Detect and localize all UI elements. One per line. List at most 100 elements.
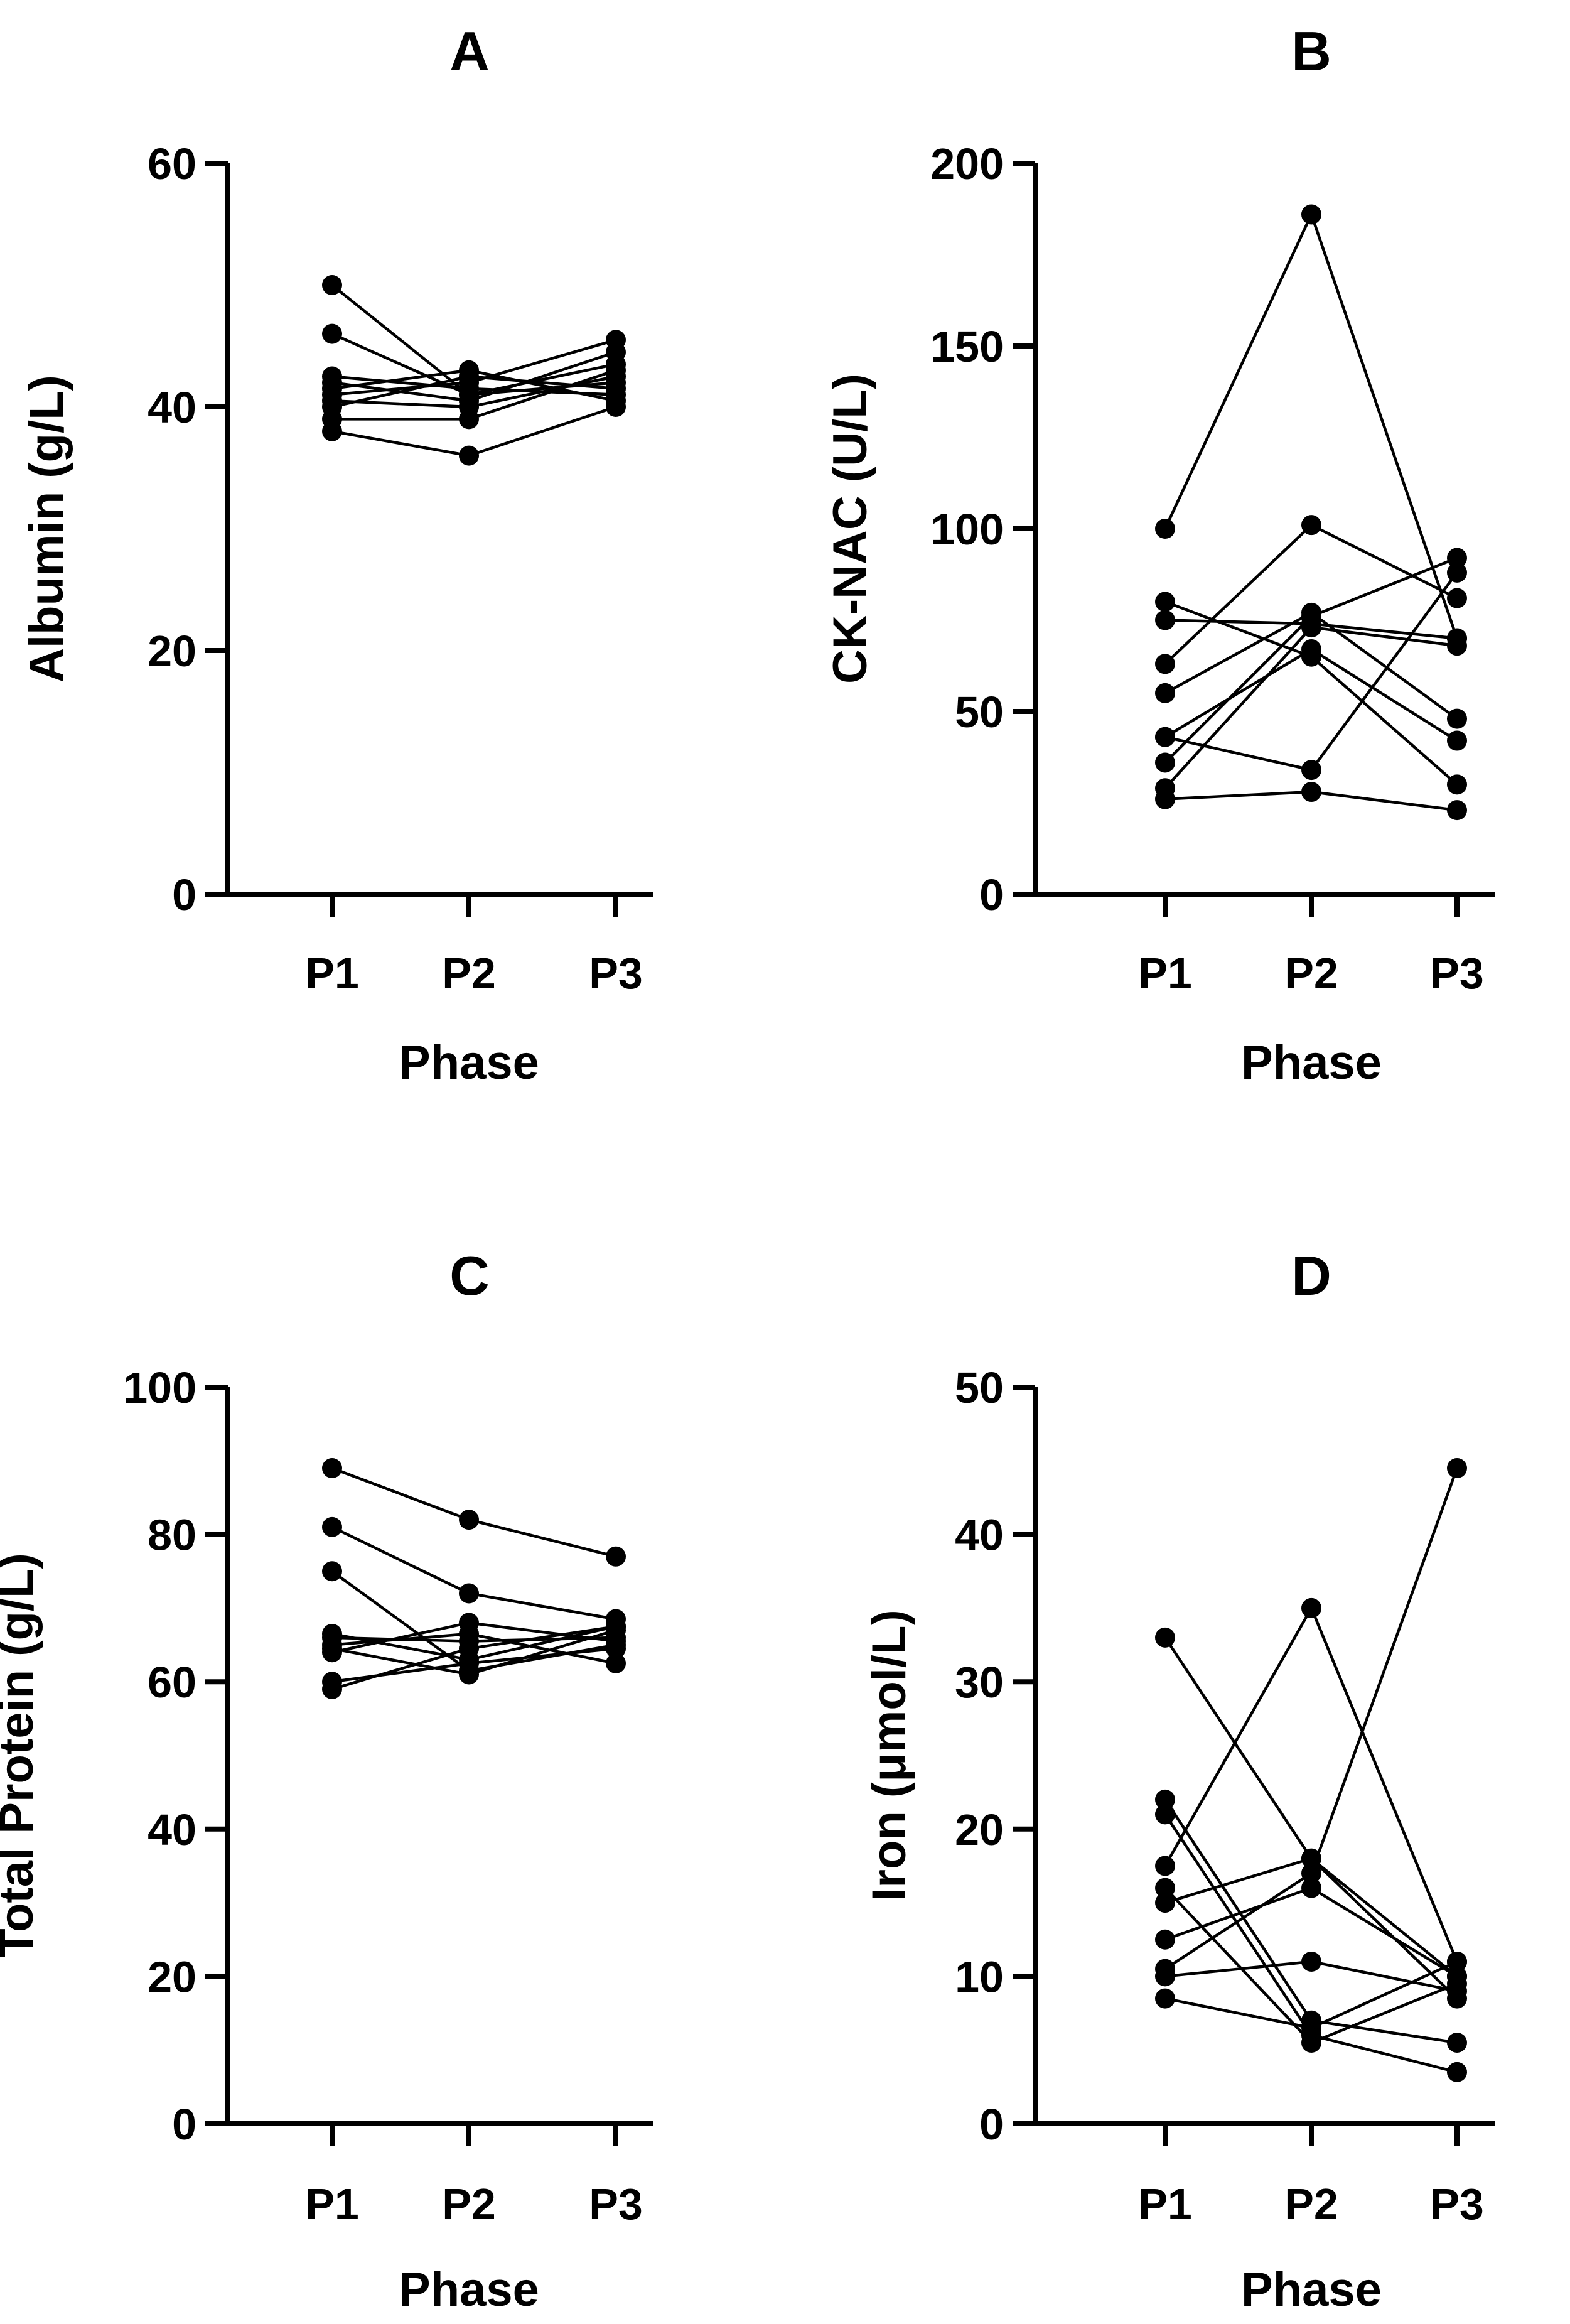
chart-panel-d: D 0 10 20 30 40 50 P1 P2 P3 Phase Iron (μmol/L) <box>863 1245 1495 2316</box>
data-point-d-2-p1 <box>1155 1789 1175 1810</box>
x-tick-label-b: P1 <box>1138 949 1192 998</box>
data-point-d-7-p3 <box>1447 1966 1467 1987</box>
data-point-c-10-p1 <box>322 1678 342 1699</box>
chart-panel-c: C 0 20 40 60 80 100 P1 P2 P3 Phase Total Protein (g… <box>0 1245 653 2316</box>
x-tick-label-b: P2 <box>1284 949 1338 998</box>
x-axis-title-b: Phase <box>1241 1036 1382 1089</box>
x-tick-label-d: P3 <box>1430 2180 1484 2229</box>
x-tick-label-a: P3 <box>589 949 643 998</box>
data-point-b-4-p3 <box>1447 588 1467 608</box>
data-point-b-1-p2 <box>1301 204 1321 225</box>
chart-panel-b: B 0 50 100 150 200 P1 P2 P3 Phase CK-NAC (U/L) <box>824 20 1495 1089</box>
y-tick-label-c: 0 <box>172 2100 196 2149</box>
data-point-c-9-p3 <box>606 1638 626 1659</box>
data-point-a-10-p1 <box>322 421 342 441</box>
data-point-d-5-p1 <box>1155 1878 1175 1898</box>
y-tick-label-d: 40 <box>955 1511 1004 1560</box>
data-point-a-2-p1 <box>322 323 342 344</box>
data-point-b-2-p1 <box>1155 592 1175 612</box>
y-tick-label-d: 50 <box>955 1363 1004 1412</box>
y-axis-title-a: Albumin (g/L) <box>20 375 73 683</box>
y-tick-label-a: 60 <box>148 139 196 188</box>
x-tick-label-d: P2 <box>1284 2180 1338 2229</box>
y-tick-label-c: 100 <box>123 1363 196 1412</box>
data-point-c-10-p2 <box>459 1638 479 1659</box>
data-point-c-3-p1 <box>322 1561 342 1582</box>
x-tick-label-c: P2 <box>442 2180 496 2229</box>
data-point-b-7-p1 <box>1155 727 1175 747</box>
data-point-d-10-p2 <box>1301 2018 1321 2038</box>
data-point-c-10-p3 <box>606 1616 626 1637</box>
data-point-c-8-p2 <box>459 1613 479 1633</box>
data-point-c-6-p3 <box>606 1653 626 1673</box>
data-point-d-4-p1 <box>1155 1856 1175 1876</box>
data-point-b-8-p3 <box>1447 548 1467 568</box>
data-point-b-9-p2 <box>1301 617 1321 638</box>
y-axis-title-c: Total Protein (g/L) <box>0 1553 43 1958</box>
data-point-d-3-p1 <box>1155 1804 1175 1825</box>
data-point-b-6-p2 <box>1301 760 1321 781</box>
data-point-d-7-p1 <box>1155 1929 1175 1950</box>
y-tick-label-b: 200 <box>930 139 1004 188</box>
data-point-b-8-p1 <box>1155 752 1175 773</box>
data-point-a-10-p2 <box>459 445 479 466</box>
y-tick-label-c: 20 <box>148 1952 196 2001</box>
data-point-d-9-p3 <box>1447 1981 1467 2001</box>
data-point-b-10-p3 <box>1447 800 1467 821</box>
y-tick-label-b: 50 <box>955 688 1004 737</box>
data-point-a-8-p2 <box>459 366 479 387</box>
data-point-a-6-p3 <box>606 330 626 350</box>
data-point-b-5-p3 <box>1447 708 1467 729</box>
data-point-c-1-p2 <box>459 1510 479 1530</box>
x-axis-title-a: Phase <box>399 1036 539 1089</box>
data-point-d-8-p3 <box>1447 1458 1467 1479</box>
data-point-a-10-p3 <box>606 397 626 417</box>
x-tick-label-c: P1 <box>305 2180 359 2229</box>
data-point-a-9-p2 <box>459 409 479 430</box>
data-point-d-6-p1 <box>1155 1893 1175 1913</box>
data-point-b-6-p3 <box>1447 562 1467 583</box>
x-axis-title-d: Phase <box>1241 2263 1382 2316</box>
y-tick-label-b: 100 <box>930 505 1004 554</box>
data-point-b-3-p1 <box>1155 610 1175 630</box>
y-tick-label-d: 10 <box>955 1952 1004 2001</box>
data-point-c-9-p2 <box>459 1653 479 1673</box>
y-tick-label-d: 20 <box>955 1805 1004 1854</box>
y-tick-label-b: 150 <box>930 322 1004 371</box>
data-point-d-3-p3 <box>1447 2062 1467 2082</box>
x-axis-title-c: Phase <box>399 2263 539 2316</box>
y-tick-label-b: 0 <box>979 870 1004 919</box>
data-point-c-1-p3 <box>606 1546 626 1567</box>
y-tick-label-d: 30 <box>955 1658 1004 1707</box>
data-point-d-1-p1 <box>1155 1627 1175 1648</box>
data-point-a-9-p3 <box>606 360 626 381</box>
y-tick-label-c: 60 <box>148 1658 196 1707</box>
x-tick-label-a: P1 <box>305 949 359 998</box>
data-point-b-5-p1 <box>1155 683 1175 703</box>
data-point-d-7-p2 <box>1301 1878 1321 1898</box>
panel-title-a: A <box>449 20 490 82</box>
x-tick-label-d: P1 <box>1138 2180 1192 2229</box>
data-point-d-4-p2 <box>1301 1597 1321 1618</box>
data-point-b-7-p2 <box>1301 639 1321 660</box>
y-tick-label-a: 0 <box>172 870 196 919</box>
data-point-c-8-p1 <box>322 1642 342 1663</box>
y-tick-label-a: 40 <box>148 383 196 432</box>
data-point-d-9-p1 <box>1155 1966 1175 1987</box>
data-point-c-2-p1 <box>322 1516 342 1537</box>
y-tick-label-c: 80 <box>148 1511 196 1560</box>
y-tick-label-c: 40 <box>148 1805 196 1854</box>
y-tick-label-d: 0 <box>979 2100 1004 2149</box>
data-point-b-4-p2 <box>1301 515 1321 536</box>
y-tick-label-a: 20 <box>148 627 196 676</box>
y-axis-title-d: Iron (μmol/L) <box>863 1609 916 1901</box>
data-point-d-5-p2 <box>1301 2032 1321 2053</box>
data-point-c-2-p2 <box>459 1583 479 1604</box>
series-line-d-4 <box>1164 1604 1459 1962</box>
data-point-d-9-p2 <box>1301 1951 1321 1972</box>
data-point-d-10-p1 <box>1155 1988 1175 2009</box>
x-tick-label-a: P2 <box>442 949 496 998</box>
data-point-b-9-p3 <box>1447 635 1467 656</box>
data-point-d-6-p2 <box>1301 1848 1321 1869</box>
